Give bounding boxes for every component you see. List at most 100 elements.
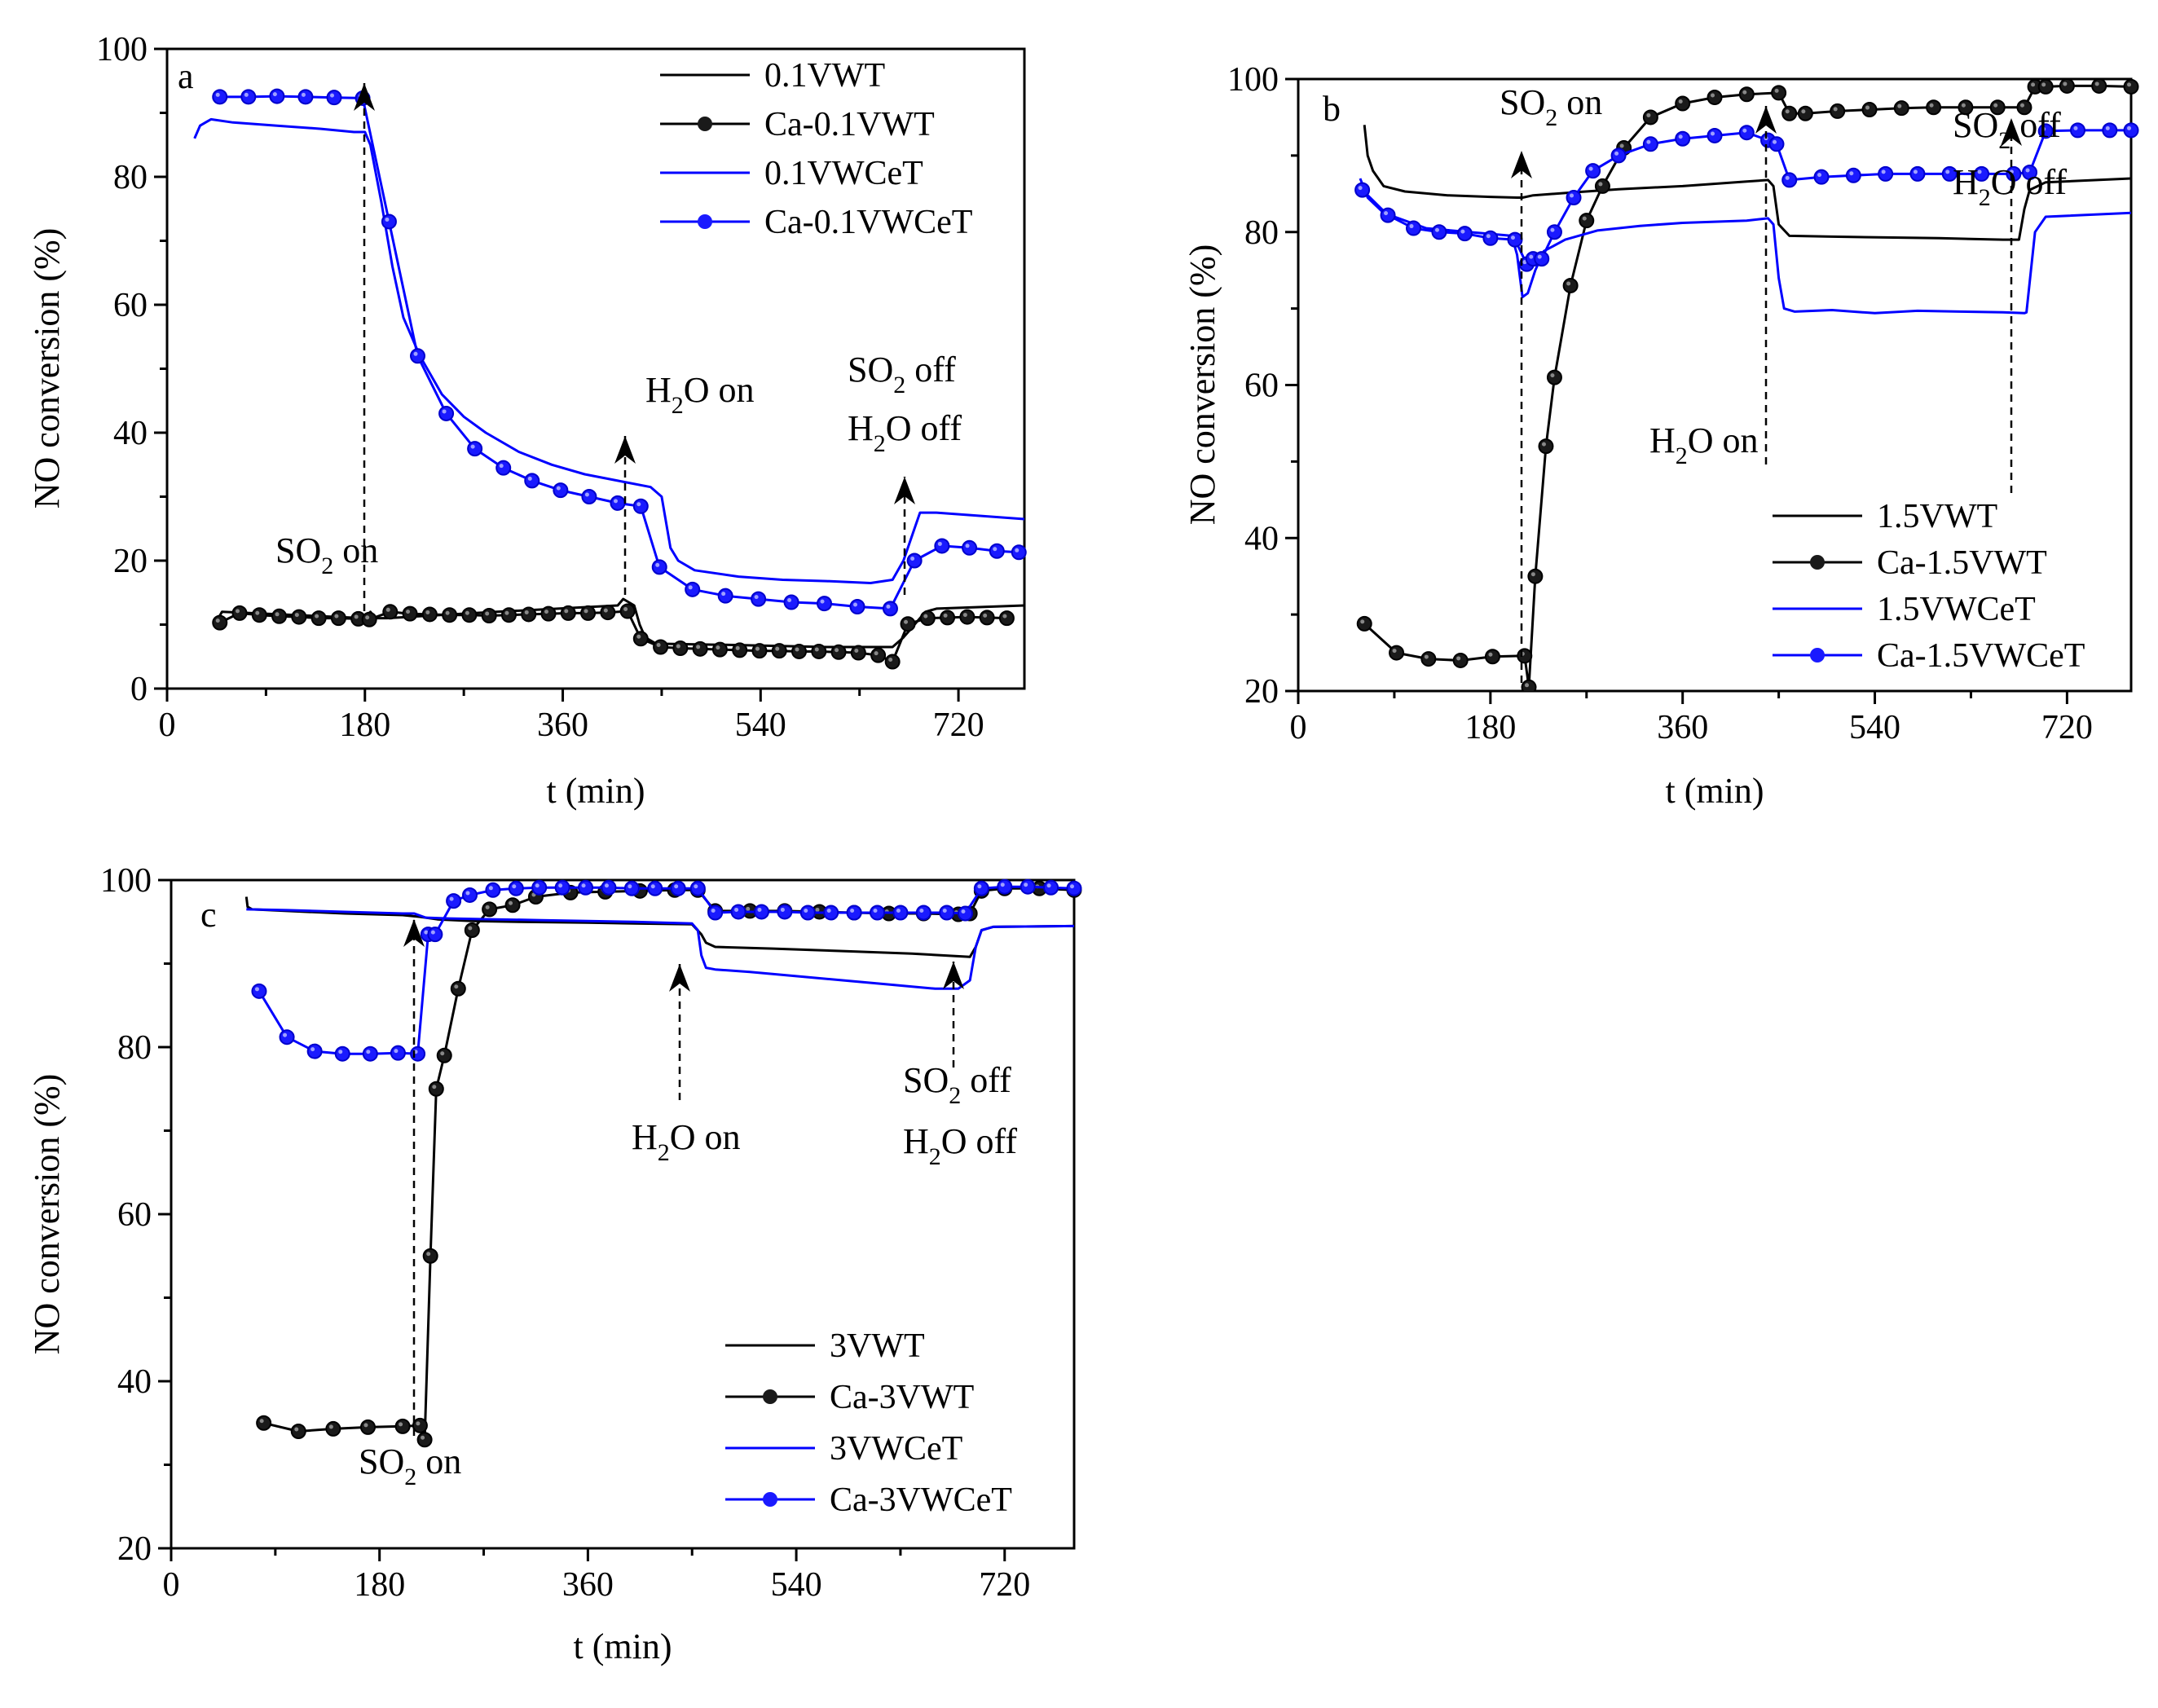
data-point-Ca-3VWT (359, 1419, 376, 1435)
data-point-Ca-3VWCeT (892, 905, 909, 921)
data-point-Ca-1.5VWCeT (1813, 169, 1830, 185)
data-point-highlight (896, 908, 901, 913)
data-point-highlight (426, 1252, 431, 1257)
data-point-highlight (509, 900, 513, 905)
data-point-Ca-0.1VWCeT (989, 543, 1005, 559)
data-point-highlight (581, 883, 586, 888)
data-point-highlight (2041, 126, 2046, 131)
data-point-Ca-0.1VWT (271, 608, 288, 624)
data-point-Ca-0.1VWT (791, 643, 808, 659)
data-point-highlight (564, 609, 569, 614)
data-point-highlight (1456, 656, 1461, 661)
data-point-highlight (365, 615, 370, 620)
data-point-highlight (1460, 229, 1465, 234)
data-point-Ca-0.1VWCeT (410, 348, 426, 364)
data-point-highlight (244, 92, 249, 97)
annotation-text: H (632, 1117, 658, 1157)
data-point-highlight (385, 607, 390, 612)
data-point-Ca-1.5VWCeT (1675, 130, 1691, 147)
data-point-Ca-1.5VWCeT (1610, 147, 1627, 164)
data-point-highlight (815, 907, 820, 912)
data-point-Ca-1.5VWT (2123, 78, 2139, 95)
annotation-label: H2O on (1649, 420, 1759, 469)
arrow-up-icon (1511, 151, 1532, 178)
data-point-highlight (2025, 168, 2030, 173)
data-point-Ca-1.5VWCeT (1406, 220, 1422, 236)
data-point-highlight (795, 647, 799, 652)
legend-marker-Ca-1.5VWT (1810, 555, 1825, 570)
annotation-subscript: 2 (321, 552, 333, 579)
data-point-highlight (294, 613, 299, 618)
data-point-Ca-3VWCeT (485, 882, 501, 898)
x-tick-label: 0 (1290, 709, 1307, 746)
data-point-Ca-3VWCeT (823, 905, 839, 921)
data-point-Ca-3VWCeT (997, 878, 1013, 895)
annotation-subscript: 2 (949, 1082, 961, 1109)
data-point-Ca-1.5VWCeT (1456, 226, 1473, 242)
data-point-Ca-1.5VWCeT (1431, 224, 1447, 240)
legend-label: 1.5VWT (1877, 498, 1997, 535)
y-tick-label: 40 (113, 415, 148, 452)
y-tick-label: 40 (1244, 520, 1279, 557)
annotation-rest: off (905, 350, 956, 390)
x-tick-label: 0 (163, 1566, 180, 1604)
annotation-text: H (1649, 420, 1676, 460)
data-point-Ca-0.1VWT (632, 631, 649, 647)
data-point-Ca-0.1VWCeT (524, 473, 540, 489)
data-point-highlight (721, 592, 726, 596)
data-point-Ca-0.1VWCeT (467, 441, 483, 457)
data-point-Ca-3VWT (422, 1248, 438, 1264)
data-point-highlight (2094, 81, 2099, 86)
data-point-Ca-3VWCeT (973, 880, 989, 896)
annotation-rest: O on (670, 1117, 741, 1157)
annotation-label: SO2 on (275, 530, 378, 579)
data-point-highlight (820, 599, 825, 604)
data-point-Ca-0.1VWT (212, 614, 228, 631)
data-point-Ca-1.5VWCeT (1380, 207, 1396, 223)
data-point-highlight (1488, 652, 1493, 657)
data-point-highlight (754, 595, 759, 600)
data-point-Ca-3VWCeT (915, 905, 931, 921)
data-point-highlight (2063, 81, 2068, 86)
data-point-Ca-0.1VWT (751, 643, 768, 659)
data-point-Ca-0.1VWT (421, 606, 438, 623)
data-point-Ca-1.5VWCeT (1507, 231, 1523, 248)
chart-panel-b: 0 180 360 540 720 20 40 60 80 100 t (min) NO conver… (1182, 61, 2139, 811)
annotation-rest: O on (1688, 420, 1759, 460)
data-point-Ca-1.5VWCeT (1566, 190, 1582, 206)
data-point-Ca-1.5VWCeT (2069, 122, 2085, 139)
y-tick-label: 20 (117, 1530, 152, 1568)
data-point-highlight (1566, 281, 1571, 286)
data-point-highlight (688, 585, 693, 590)
arrow-up-icon (1755, 106, 1777, 134)
y-tick-label: 20 (1244, 673, 1279, 711)
y-tick-label: 60 (113, 287, 148, 324)
data-point-highlight (454, 984, 459, 989)
annotation-rest: O off (886, 408, 962, 448)
legend-label: Ca-0.1VWT (764, 106, 935, 143)
data-point-highlight (1678, 134, 1683, 139)
data-point-highlight (584, 492, 589, 497)
data-point-highlight (757, 907, 762, 912)
data-point-highlight (787, 598, 792, 603)
data-point-highlight (1525, 683, 1530, 688)
data-point-highlight (1711, 131, 1715, 136)
data-point-Ca-1.5VWCeT (1738, 125, 1755, 141)
legend-marker-Ca-3VWCeT (763, 1492, 777, 1507)
data-point-Ca-0.1VWCeT (212, 89, 228, 105)
annotation-subscript: 2 (1545, 104, 1557, 131)
series-line-3VWT (244, 896, 1075, 958)
data-point-highlight (854, 649, 859, 654)
data-point-highlight (696, 645, 701, 649)
annotation-label: SO2 off (1953, 105, 2061, 154)
panel-letter: b (1323, 89, 1341, 129)
data-point-Ca-1.5VWCeT (1585, 163, 1601, 179)
data-point-Ca-0.1VWCeT (717, 588, 733, 604)
data-point-highlight (1530, 572, 1535, 577)
data-point-highlight (1550, 373, 1555, 378)
y-tick-label: 20 (113, 543, 148, 580)
data-point-Ca-1.5VWCeT (1546, 224, 1562, 240)
data-point-Ca-1.5VWCeT (1482, 230, 1499, 246)
annotation-text: SO (848, 350, 893, 390)
